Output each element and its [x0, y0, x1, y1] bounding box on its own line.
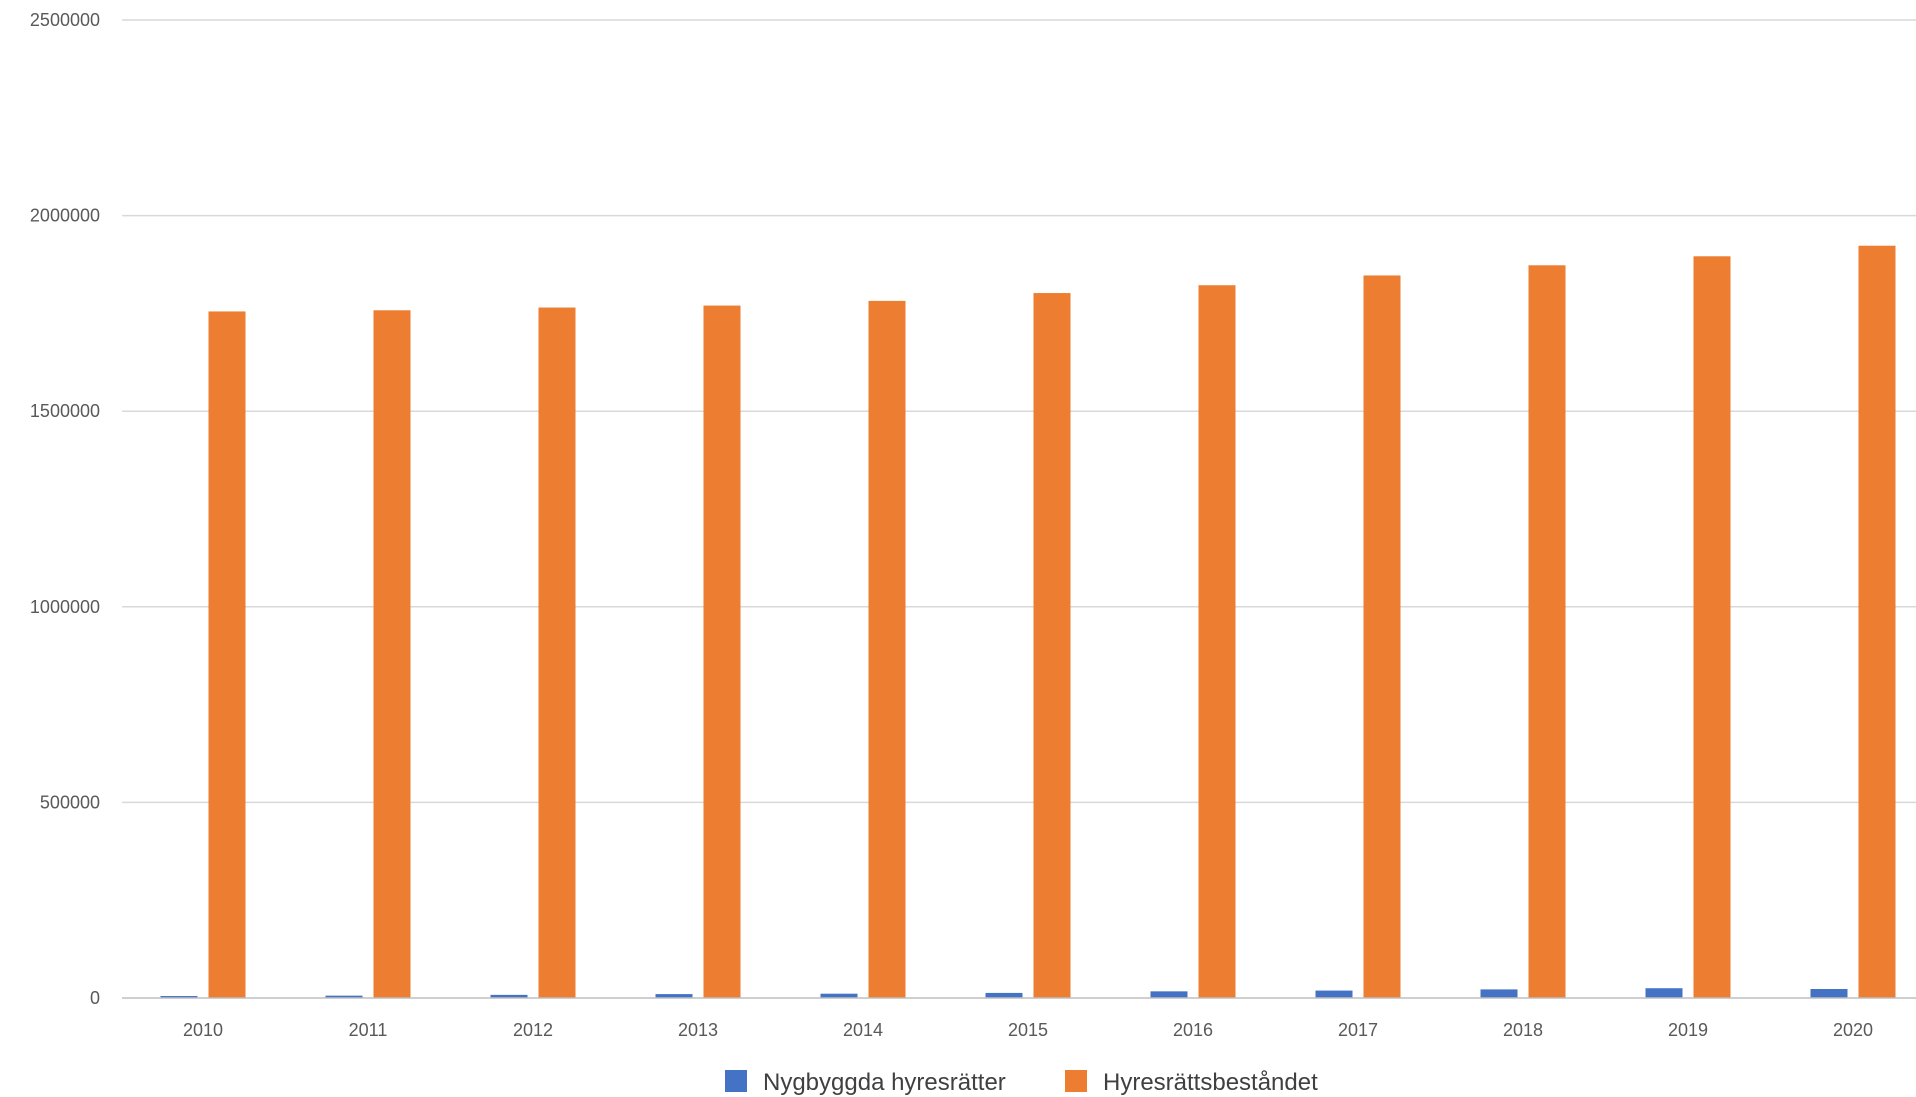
x-tick-label: 2013	[678, 1020, 718, 1040]
x-tick-label: 2014	[843, 1020, 883, 1040]
bar-bestandet-2017	[1363, 275, 1401, 998]
gridlines	[122, 19, 1916, 804]
bar-nygbyggda-2010	[160, 996, 198, 998]
bar-bestandet-2019	[1693, 256, 1731, 998]
x-tick-label: 2017	[1338, 1020, 1378, 1040]
bar-nygbyggda-2015	[985, 992, 1023, 998]
x-tick-label: 2010	[183, 1020, 223, 1040]
bar-bestandet-2018	[1528, 265, 1566, 998]
legend-swatch	[1065, 1070, 1087, 1092]
bar-nygbyggda-2019	[1645, 988, 1683, 998]
x-tick-label: 2018	[1503, 1020, 1543, 1040]
legend-swatch	[725, 1070, 747, 1092]
bar-nygbyggda-2020	[1810, 989, 1848, 998]
x-tick-label: 2012	[513, 1020, 553, 1040]
bar-nygbyggda-2016	[1150, 991, 1188, 998]
legend-label: Nygbyggda hyresrätter	[763, 1069, 1006, 1096]
x-axis-tick-labels: 2010 2011 2012 2013 2014 2015 2016 2017 2018 2019…	[183, 1020, 1873, 1040]
y-tick-label: 0	[90, 988, 100, 1008]
bar-bestandet-2013	[703, 305, 741, 998]
bar-nygbyggda-2011	[325, 995, 363, 998]
bar-bestandet-2014	[868, 300, 906, 998]
bar-nygbyggda-2017	[1315, 990, 1353, 998]
bar-bestandet-2020	[1858, 245, 1896, 998]
bar-nygbyggda-2013	[655, 994, 693, 998]
bar-bestandet-2015	[1033, 293, 1071, 998]
x-tick-label: 2011	[349, 1020, 388, 1040]
bar-nygbyggda-2018	[1480, 989, 1518, 998]
x-tick-label: 2016	[1173, 1020, 1213, 1040]
y-tick-label: 2500000	[30, 10, 100, 30]
bar-nygbyggda-2012	[490, 994, 528, 998]
x-tick-label: 2015	[1008, 1020, 1048, 1040]
y-tick-label: 500000	[40, 792, 100, 812]
y-tick-label: 1500000	[30, 401, 100, 421]
bar-bestandet-2011	[373, 310, 411, 998]
bars	[160, 245, 1896, 999]
bar-bestandet-2012	[538, 307, 576, 999]
bar-bestandet-2016	[1198, 285, 1236, 998]
y-tick-label: 2000000	[30, 206, 100, 226]
x-tick-label: 2019	[1668, 1020, 1708, 1040]
y-tick-label: 1000000	[30, 597, 100, 617]
legend-label: Hyresrättsbeståndet	[1103, 1069, 1318, 1096]
y-axis-tick-labels: 0 500000 1000000 1500000 2000000 2500000	[30, 10, 100, 1008]
bar-bestandet-2010	[208, 311, 246, 999]
legend: Nygbyggda hyresrätter Hyresrättsbeståndet	[725, 1069, 1318, 1096]
bar-nygbyggda-2014	[820, 993, 858, 998]
x-tick-label: 2020	[1833, 1020, 1873, 1040]
